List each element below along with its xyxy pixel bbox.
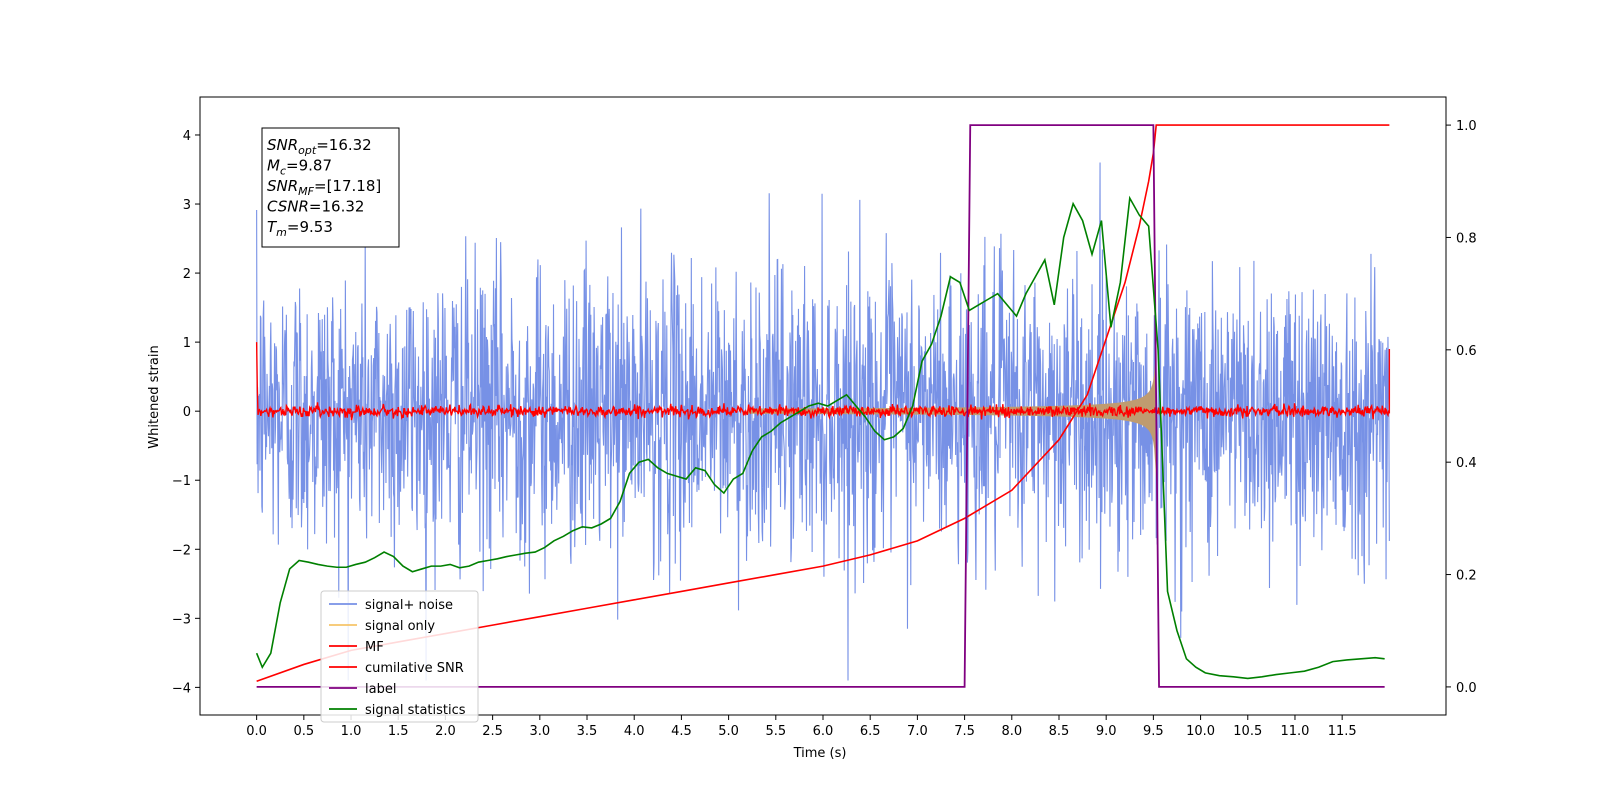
x-tick-label: 1.0 <box>341 724 362 739</box>
y-tick-label: 4 <box>183 129 191 144</box>
x-tick-label: 10.0 <box>1186 724 1215 739</box>
y-tick-label: 0 <box>183 405 191 420</box>
x-tick-label: 7.0 <box>907 724 928 739</box>
x-tick-label: 1.5 <box>388 724 409 739</box>
y-axis-ticks: −4 −3 −2 −1 0 1 2 3 4 <box>172 129 200 696</box>
info-box-frame <box>261 127 400 248</box>
x-tick-label: 8.5 <box>1049 724 1070 739</box>
series-signal-statistics <box>255 195 1385 680</box>
y-tick-label: 1 <box>183 336 191 351</box>
y-axis-label: Whitened strain <box>147 345 162 448</box>
x-tick-label: 5.0 <box>718 724 739 739</box>
legend-entry-label: MF <box>365 640 384 655</box>
y-tick-label: −3 <box>172 612 191 627</box>
info-box-line: SNRopt=16.32 <box>267 136 372 157</box>
x-tick-label: 2.0 <box>435 724 456 739</box>
info-box-line: Tm=9.53 <box>267 218 333 239</box>
x-tick-label: 5.5 <box>765 724 786 739</box>
x-tick-label: 9.5 <box>1143 724 1164 739</box>
y2-axis-ticks: 0.0 0.2 0.4 0.6 0.8 1.0 <box>1446 119 1477 696</box>
legend-entry-label: cumilative SNR <box>365 661 464 676</box>
x-tick-label: 0.0 <box>246 724 267 739</box>
x-tick-label: 10.5 <box>1233 724 1262 739</box>
legend: signal+ noise signal only MF cumilative SNR… <box>320 590 479 723</box>
x-tick-label: 0.5 <box>293 724 314 739</box>
y2-tick-label: 0.2 <box>1456 569 1477 584</box>
x-axis-label: Time (s) <box>793 746 847 761</box>
y-tick-label: 2 <box>183 267 191 282</box>
y-tick-label: −4 <box>172 681 191 696</box>
x-tick-label: 6.0 <box>813 724 834 739</box>
y2-tick-label: 0.0 <box>1456 681 1477 696</box>
info-box: SNRopt=16.32Mc=9.87SNRMF=[17.18]CSNR=16.… <box>261 127 400 248</box>
x-tick-label: 6.5 <box>860 724 881 739</box>
x-axis-ticks: 0.0 0.5 1.0 1.5 2.0 2.5 3.0 3.5 4.0 4.5 5.0 5.5 6.0 6… <box>246 715 1357 739</box>
x-tick-label: 8.0 <box>1001 724 1022 739</box>
y2-tick-label: 0.4 <box>1456 456 1477 471</box>
info-box-line: Mc=9.87 <box>267 157 332 178</box>
y2-tick-label: 1.0 <box>1456 119 1477 134</box>
x-tick-label: 3.0 <box>529 724 550 739</box>
legend-frame <box>320 590 479 723</box>
x-tick-label: 3.5 <box>577 724 598 739</box>
x-tick-label: 2.5 <box>482 724 503 739</box>
legend-entry-label: signal statistics <box>365 703 466 718</box>
legend-entry-label: signal only <box>365 619 435 634</box>
x-tick-label: 9.0 <box>1096 724 1117 739</box>
info-box-line: CSNR=16.32 <box>267 198 364 216</box>
x-tick-label: 7.5 <box>954 724 975 739</box>
y-tick-label: −1 <box>172 474 191 489</box>
info-box-line: SNRMF=[17.18] <box>267 177 381 198</box>
series-label <box>256 124 1385 688</box>
series-signal-noise <box>256 162 1390 681</box>
x-tick-label: 11.0 <box>1280 724 1309 739</box>
legend-entry-label: signal+ noise <box>365 598 453 613</box>
x-tick-label: 4.5 <box>671 724 692 739</box>
legend-entry-label: label <box>365 682 396 697</box>
y2-tick-label: 0.6 <box>1456 344 1477 359</box>
y-tick-label: −2 <box>172 543 191 558</box>
y2-tick-label: 0.8 <box>1456 231 1477 246</box>
x-tick-label: 11.5 <box>1328 724 1357 739</box>
x-tick-label: 4.0 <box>624 724 645 739</box>
series-mf <box>255 342 1391 421</box>
y-tick-label: 3 <box>183 198 191 213</box>
